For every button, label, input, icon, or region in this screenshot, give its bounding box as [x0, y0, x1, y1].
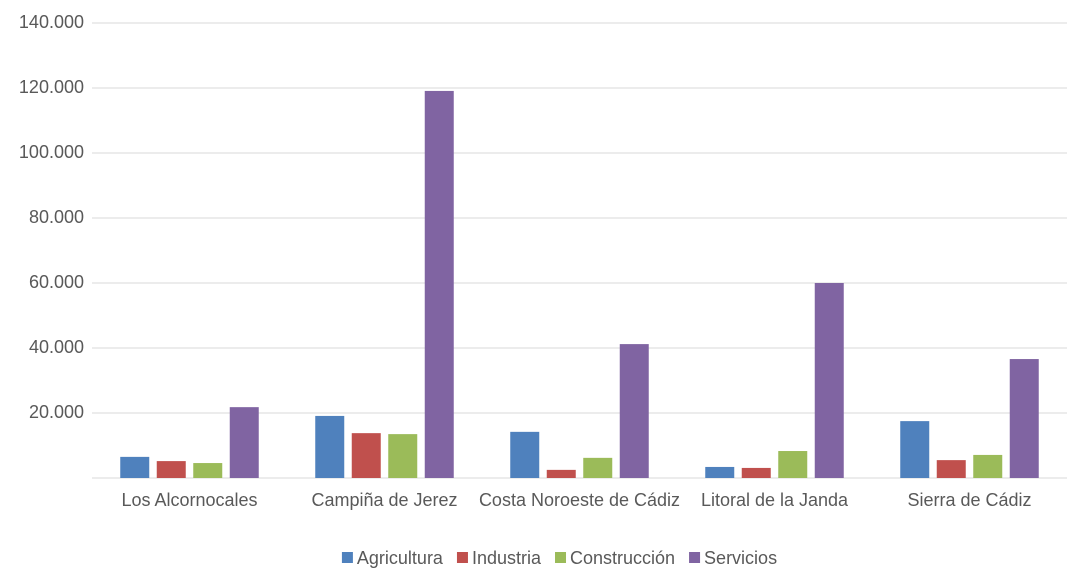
bar	[351, 433, 381, 478]
x-tick-label: Campiña de Jerez	[311, 490, 457, 510]
legend-label: Industria	[472, 548, 542, 568]
bar	[583, 457, 613, 478]
bar	[778, 451, 808, 478]
bar	[388, 434, 418, 478]
bar	[229, 407, 259, 478]
legend-label: Servicios	[704, 548, 777, 568]
bar	[315, 415, 345, 478]
y-tick-label: 100.000	[19, 142, 84, 162]
bar	[900, 421, 930, 478]
x-tick-label: Litoral de la Janda	[701, 490, 849, 510]
legend-label: Agricultura	[357, 548, 444, 568]
bar	[120, 456, 150, 478]
x-tick-label: Sierra de Cádiz	[907, 490, 1031, 510]
bar	[510, 431, 540, 478]
bar	[936, 460, 966, 478]
y-tick-label: 40.000	[29, 337, 84, 357]
bar	[424, 90, 454, 479]
y-tick-label: 60.000	[29, 272, 84, 292]
bar	[156, 461, 186, 478]
bar	[619, 344, 649, 478]
bar	[546, 469, 576, 478]
legend-swatch	[555, 552, 567, 563]
legend-swatch	[341, 552, 353, 563]
bar	[741, 467, 771, 478]
legend-swatch	[456, 552, 468, 563]
legend-swatch	[689, 552, 701, 563]
bar	[193, 463, 223, 478]
x-tick-label: Costa Noroeste de Cádiz	[479, 490, 680, 510]
y-tick-label: 140.000	[19, 12, 84, 32]
y-tick-label: 120.000	[19, 77, 84, 97]
x-tick-label: Los Alcornocales	[121, 490, 257, 510]
bar	[1009, 359, 1039, 478]
bar	[814, 283, 844, 478]
y-tick-label: 20.000	[29, 402, 84, 422]
legend-label: Construcción	[570, 548, 675, 568]
bar	[705, 466, 735, 478]
bar	[973, 454, 1003, 478]
y-tick-label: 80.000	[29, 207, 84, 227]
